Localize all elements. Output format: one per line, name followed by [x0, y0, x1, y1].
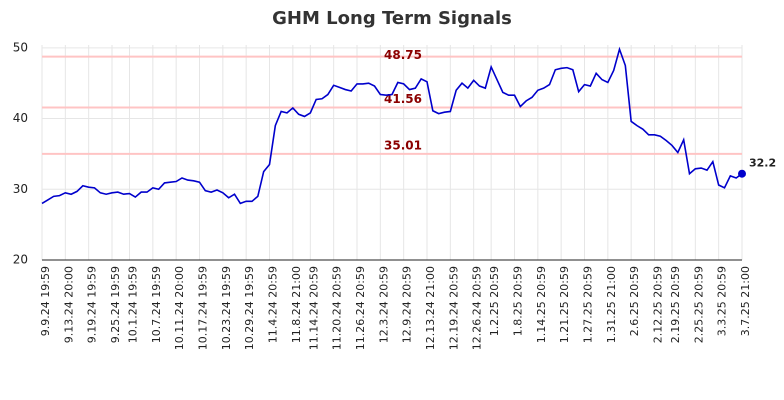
x-tick-label: 10.23.24 19:59: [220, 266, 233, 350]
x-tick-label: 9.25.24 19:59: [109, 266, 122, 343]
x-tick-label: 10.17.24 19:59: [197, 266, 210, 350]
x-tick-label: 2.19.25 20:59: [669, 266, 682, 343]
x-tick-label: 2.25.25 20:59: [692, 266, 705, 343]
x-tick-label: 11.8.24 21:00: [290, 266, 303, 343]
x-tick-label: 10.11.24 20:00: [173, 266, 186, 350]
x-tick-label: 3.7.25 21:00: [739, 266, 752, 336]
x-tick-label: 10.1.24 19:59: [127, 266, 140, 343]
x-tick-label: 9.13.24 20:00: [62, 266, 75, 343]
last-value-label: 32.2: [749, 157, 776, 170]
last-point: [738, 169, 746, 178]
x-tick-label: 9.9.24 19:59: [39, 266, 52, 336]
y-tick-label: 50: [13, 40, 28, 54]
x-tick-label: 12.13.24 21:00: [424, 266, 437, 350]
x-tick-label: 1.21.25 20:59: [558, 266, 571, 343]
signal-label: 41.56: [384, 92, 422, 106]
chart-title: GHM Long Term Signals: [272, 8, 512, 29]
y-tick-label: 40: [13, 111, 28, 125]
x-tick-label: 2.12.25 20:59: [652, 266, 665, 343]
x-tick-label: 1.8.25 20:59: [512, 266, 525, 336]
x-tick-label: 10.29.24 19:59: [243, 266, 256, 350]
x-tick-label: 12.9.24 20:59: [401, 266, 414, 343]
y-tick-label: 30: [13, 182, 28, 196]
x-tick-label: 1.2.25 20:59: [488, 266, 501, 336]
y-tick-label: 20: [13, 253, 28, 267]
x-tick-label: 10.7.24 19:59: [150, 266, 163, 343]
price-line: [41, 46, 743, 205]
signal-label: 35.01: [384, 138, 422, 152]
x-tick-label: 1.14.25 20:59: [535, 266, 548, 343]
signal-label: 48.75: [384, 48, 422, 62]
x-tick-label: 12.19.24 20:59: [447, 266, 460, 350]
x-tick-label: 12.3.24 20:59: [377, 266, 390, 343]
x-tick-label: 11.4.24 20:59: [267, 266, 280, 343]
x-tick-label: 1.27.25 20:59: [582, 266, 595, 343]
x-tick-label: 3.3.25 20:59: [716, 266, 729, 336]
x-tick-label: 12.26.24 20:59: [471, 266, 484, 350]
x-tick-label: 11.20.24 20:59: [331, 266, 344, 350]
x-tick-label: 2.6.25 20:59: [628, 266, 641, 336]
x-tick-label: 11.14.24 20:59: [307, 266, 320, 350]
x-tick-label: 9.19.24 19:59: [86, 266, 99, 343]
x-tick-label: 1.31.25 21:00: [605, 266, 618, 343]
x-tick-label: 11.26.24 20:59: [354, 266, 367, 350]
